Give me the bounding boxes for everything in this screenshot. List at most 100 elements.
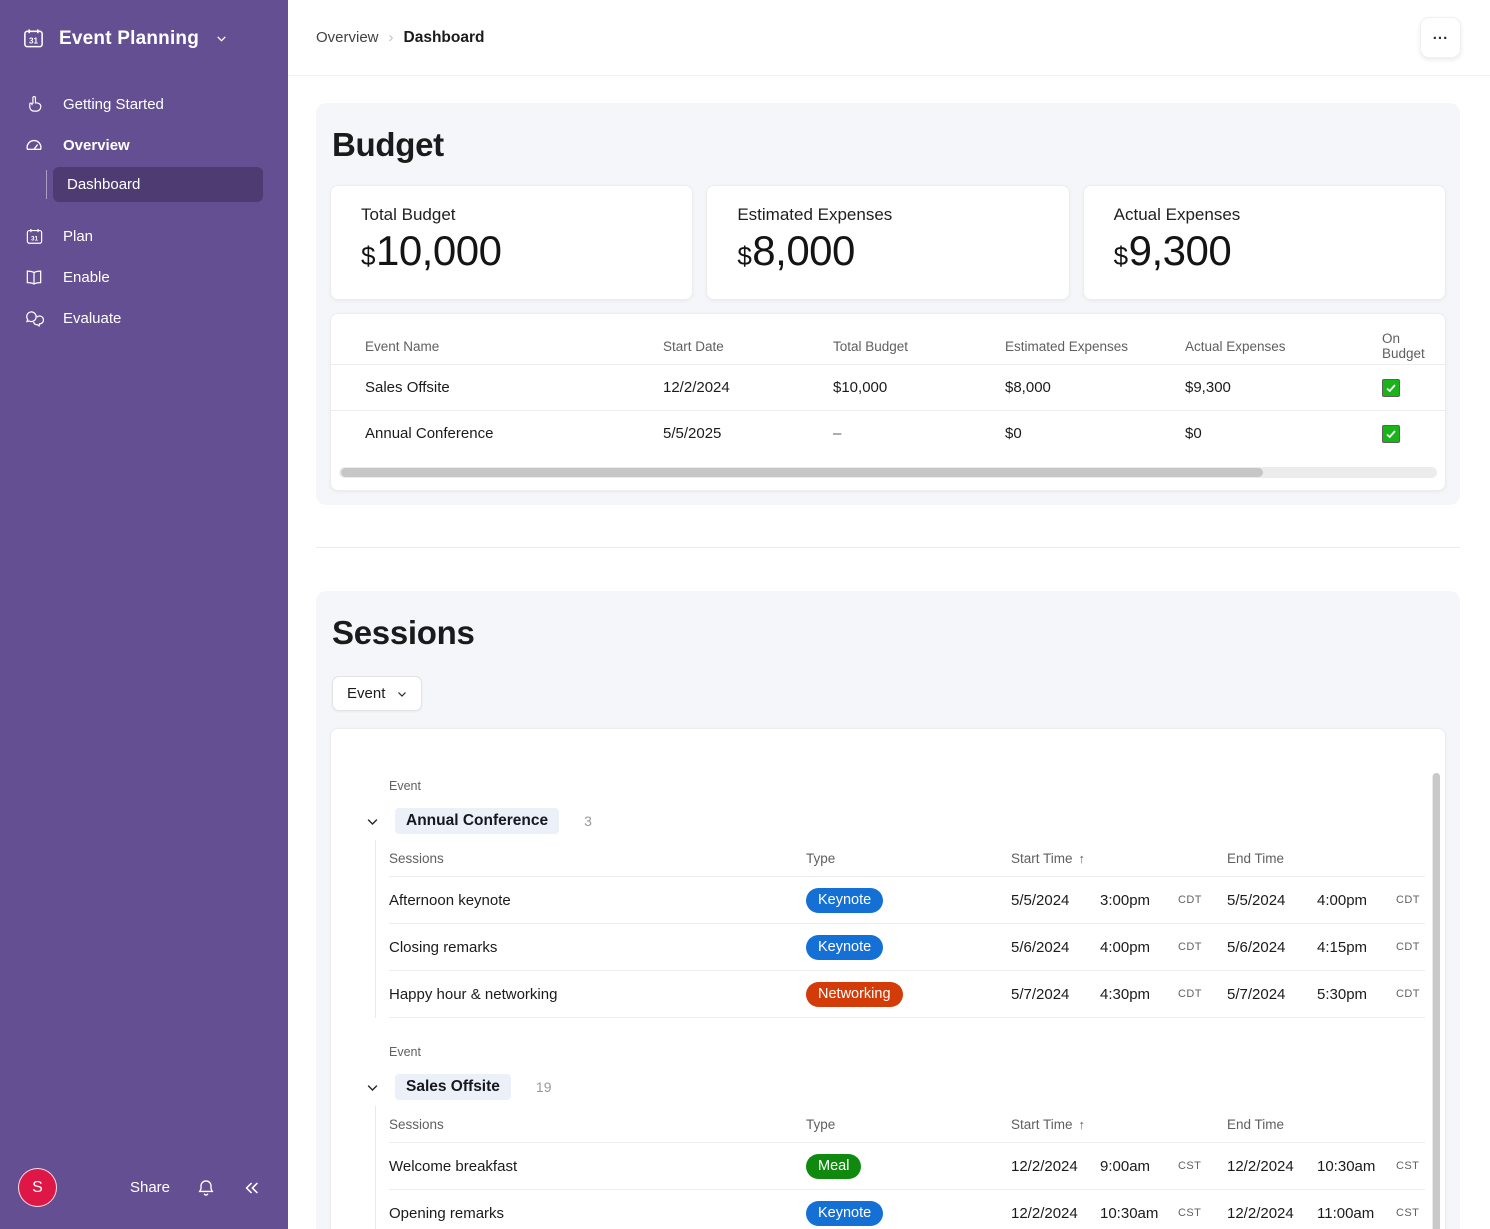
actual-expenses-cell: $9,300 (1185, 379, 1231, 396)
column-header[interactable]: Total Budget (833, 338, 909, 354)
breadcrumb-chevron-icon: › (388, 29, 394, 46)
scrollbar-thumb[interactable] (341, 468, 1264, 477)
stat-label: Total Budget (361, 205, 456, 224)
chat-bubbles-icon (23, 309, 45, 329)
column-header[interactable]: Event Name (365, 338, 440, 354)
column-header[interactable]: Sessions (389, 850, 444, 866)
session-name-cell: Closing remarks (389, 938, 498, 956)
vertical-scrollbar[interactable] (1432, 773, 1440, 1229)
estimated-expenses-card: Estimated Expenses $8,000 (706, 185, 1070, 300)
share-button[interactable]: Share (129, 1179, 170, 1196)
breadcrumb-parent[interactable]: Overview (316, 29, 379, 46)
scrollbar-thumb[interactable] (1432, 773, 1440, 1229)
budget-table-header: Event Name Start Date Total Budget Estim… (331, 328, 1445, 364)
budget-table-card: Event Name Start Date Total Budget Estim… (330, 313, 1446, 491)
column-header[interactable]: Start Time ↑ (1011, 1116, 1086, 1132)
sidebar-item-enable[interactable]: Enable (0, 257, 288, 298)
group-header[interactable]: Sales Offsite 19 (365, 1072, 1425, 1102)
stat-value: $8,000 (737, 227, 1058, 275)
end-date-cell: 5/5/2024 (1227, 891, 1286, 909)
on-budget-checkbox[interactable] (1382, 424, 1400, 443)
actual-expenses-card: Actual Expenses $9,300 (1082, 185, 1446, 300)
sidebar-item-overview[interactable]: Overview (0, 125, 288, 166)
start-date-cell: 12/2/2024 (663, 379, 730, 396)
group-header[interactable]: Annual Conference 3 (365, 806, 1425, 836)
group-by-dropdown[interactable]: Event (332, 676, 423, 711)
breadcrumb-current: Dashboard (403, 28, 485, 46)
end-date-cell: 5/7/2024 (1227, 985, 1286, 1003)
type-tag[interactable]: Networking (806, 981, 903, 1007)
sidebar-item-dashboard[interactable]: Dashboard (53, 167, 263, 202)
type-tag[interactable]: Keynote (806, 1200, 884, 1226)
session-row[interactable]: Closing remarks Keynote 5/6/2024 4:00pm … (389, 924, 1425, 971)
horizontal-scrollbar[interactable] (339, 467, 1437, 478)
event-name-cell: Annual Conference (365, 425, 494, 442)
sort-ascending-icon: ↑ (1078, 1116, 1086, 1132)
group-name-chip[interactable]: Sales Offsite (395, 1074, 511, 1100)
svg-text:31: 31 (29, 36, 39, 45)
budget-cards: Total Budget $10,000 Estimated Expenses … (330, 185, 1446, 300)
column-header[interactable]: Type (806, 850, 836, 866)
column-header[interactable]: Actual Expenses (1185, 338, 1286, 354)
column-header[interactable]: End Time (1227, 850, 1285, 866)
column-header[interactable]: Start Date (663, 338, 724, 354)
start-date-cell: 12/2/2024 (1011, 1157, 1078, 1175)
session-name-cell: Welcome breakfast (389, 1157, 518, 1175)
session-row[interactable]: Welcome breakfast Meal 12/2/2024 9:00am … (389, 1143, 1425, 1190)
on-budget-checkbox[interactable] (1382, 378, 1400, 397)
type-tag[interactable]: Keynote (806, 934, 884, 960)
collapse-sidebar-icon[interactable] (242, 1178, 262, 1198)
session-name-cell: Happy hour & networking (389, 985, 558, 1003)
sidebar-item-evaluate[interactable]: Evaluate (0, 298, 288, 339)
user-avatar[interactable]: S (18, 1168, 57, 1207)
bell-icon[interactable] (196, 1178, 216, 1198)
session-name-cell: Afternoon keynote (389, 891, 511, 909)
topbar: Overview › Dashboard ... (288, 0, 1490, 76)
stat-amount: 10,000 (375, 227, 502, 274)
column-header[interactable]: Start Time ↑ (1011, 850, 1086, 866)
start-timezone: CST (1178, 1207, 1202, 1219)
column-header[interactable]: On Budget (1382, 331, 1425, 361)
table-row[interactable]: Sales Offsite 12/2/2024 $10,000 $8,000 $… (331, 364, 1445, 410)
section-divider (316, 547, 1460, 548)
type-tag[interactable]: Meal (806, 1153, 862, 1179)
table-row[interactable]: Annual Conference 5/5/2025 – $0 $0 (331, 410, 1445, 456)
end-timezone: CDT (1396, 894, 1420, 906)
sidebar-item-getting-started[interactable]: Getting Started (0, 84, 288, 125)
end-date-cell: 12/2/2024 (1227, 1204, 1294, 1222)
avatar-initial: S (32, 1178, 43, 1196)
chevron-down-icon[interactable] (365, 1080, 381, 1095)
currency-symbol: $ (361, 241, 375, 271)
session-name-cell: Opening remarks (389, 1204, 505, 1222)
type-tag[interactable]: Keynote (806, 887, 884, 913)
column-header[interactable]: Type (806, 1116, 836, 1132)
session-row[interactable]: Happy hour & networking Networking 5/7/2… (389, 971, 1425, 1018)
column-header[interactable]: Sessions (389, 1116, 444, 1132)
sidebar-footer: S Share (0, 1150, 288, 1229)
column-header[interactable]: Estimated Expenses (1005, 338, 1129, 354)
column-header[interactable]: End Time (1227, 1116, 1285, 1132)
stat-amount: 9,300 (1128, 227, 1232, 274)
workspace-switcher[interactable]: 31 Event Planning (0, 0, 288, 68)
group-name-chip[interactable]: Annual Conference (395, 808, 560, 834)
start-date-cell: 5/6/2024 (1011, 938, 1070, 956)
total-budget-cell: $10,000 (833, 379, 888, 396)
sidebar-item-plan[interactable]: 31 Plan (0, 216, 288, 257)
start-date-cell: 12/2/2024 (1011, 1204, 1078, 1222)
chevron-down-icon[interactable] (365, 814, 381, 829)
end-time-cell: 11:00am (1317, 1204, 1375, 1222)
start-timezone: CDT (1178, 988, 1202, 1000)
session-row[interactable]: Opening remarks Keynote 12/2/2024 10:30a… (389, 1190, 1425, 1229)
estimated-expenses-cell: $0 (1005, 425, 1022, 442)
chevron-down-icon (215, 32, 228, 45)
open-book-icon (23, 268, 45, 288)
more-options-button[interactable]: ... (1420, 17, 1461, 58)
stat-amount: 8,000 (752, 227, 855, 274)
end-time-cell: 10:30am (1317, 1157, 1376, 1175)
session-row[interactable]: Afternoon keynote Keynote 5/5/2024 3:00p… (389, 877, 1425, 924)
sidebar-item-label: Getting Started (63, 96, 164, 113)
group-count: 19 (535, 1079, 552, 1095)
start-timezone: CDT (1178, 941, 1202, 953)
end-date-cell: 5/6/2024 (1227, 938, 1286, 956)
stat-value: $10,000 (361, 227, 682, 275)
